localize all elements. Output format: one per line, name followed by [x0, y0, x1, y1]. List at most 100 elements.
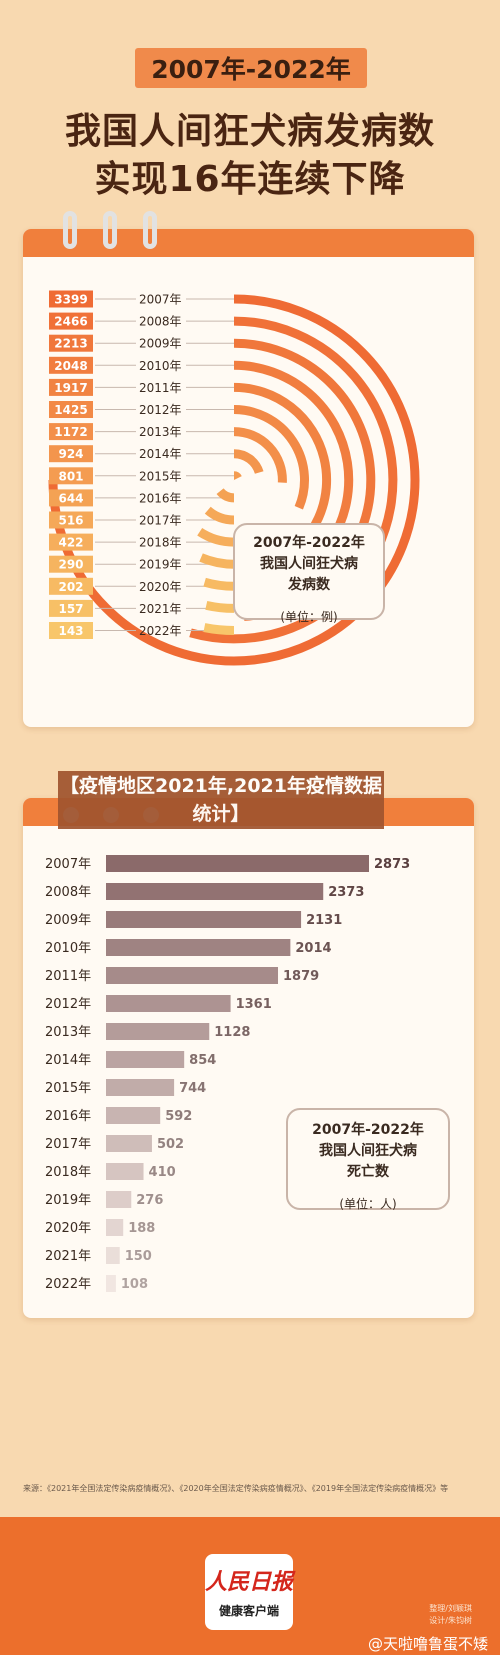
deaths-bar	[106, 855, 369, 872]
deaths-bar	[106, 911, 302, 928]
incidence-arc	[216, 488, 235, 503]
incidence-value-label: 1172	[54, 425, 87, 439]
deaths-year-label: 2008年	[45, 885, 91, 900]
deaths-bar	[106, 967, 279, 984]
deaths-value-label: 188	[128, 1221, 155, 1236]
deaths-year-label: 2019年	[45, 1193, 91, 1208]
incidence-value-box	[49, 401, 93, 418]
deaths-year-label: 2007年	[45, 857, 91, 872]
legend-unit: (单位：例)	[280, 610, 338, 624]
deaths-year-label: 2021年	[45, 1249, 91, 1264]
incidence-year-label: 2016年	[139, 491, 182, 505]
incidence-value-box	[49, 622, 93, 639]
incidence-value-box	[49, 378, 93, 396]
incidence-value-label: 516	[58, 514, 83, 528]
incidence-value-label: 1425	[54, 403, 87, 417]
incidence-value-box	[49, 555, 93, 573]
logo-main-text: 人民日报	[205, 1569, 294, 1595]
overlay-tag-line2: 统计】	[192, 803, 250, 825]
incidence-arc	[233, 405, 309, 510]
incidence-arc	[205, 600, 235, 613]
deaths-bar-chart: 2007年 2873 2008年 2373 2009年 2131 2010年 2014 2011…	[45, 855, 410, 1292]
deaths-value-label: 502	[157, 1137, 184, 1152]
incidence-value-box	[49, 489, 93, 507]
deaths-year-label: 2010年	[45, 941, 91, 956]
deaths-bar	[106, 1247, 120, 1264]
deaths-bar	[106, 1023, 210, 1040]
deaths-bar	[106, 1079, 175, 1096]
incidence-year-label: 2020年	[139, 580, 182, 594]
incidence-value-box	[49, 334, 93, 352]
deaths-value-label: 2873	[374, 857, 410, 872]
incidence-value-label: 2213	[54, 337, 87, 351]
deaths-value-label: 1879	[283, 969, 319, 984]
publisher-logo: 人民日报 健康客户端	[205, 1554, 293, 1630]
footer: 人民日报 健康客户端 整理/刘颖琪 设计/朱钧树 @天啦噜鲁蛋不矮	[0, 1517, 500, 1655]
incidence-value-box	[49, 312, 93, 330]
incidence-year-label: 2010年	[139, 359, 182, 373]
deaths-value-label: 2131	[306, 913, 342, 928]
deaths-bar	[106, 1219, 124, 1236]
incidence-arc	[233, 449, 264, 475]
incidence-value-box	[49, 445, 93, 463]
deaths-value-label: 150	[125, 1249, 152, 1264]
incidence-value-label: 157	[58, 602, 83, 616]
source-note: 来源：《2021年全国法定传染病疫情概况》、《2020年全国法定传染病疫情概况》…	[23, 1484, 449, 1493]
incidence-value-label: 2466	[54, 315, 87, 329]
deaths-value-label: 592	[165, 1109, 192, 1124]
incidence-year-label: 2019年	[139, 558, 182, 572]
deaths-year-label: 2022年	[45, 1277, 91, 1292]
overlay-tag: 【疫情地区2021年,2021年疫情数据 统计】	[58, 771, 384, 829]
deaths-value-label: 276	[136, 1193, 163, 1208]
deaths-value-label: 1128	[214, 1025, 250, 1040]
legend-line2: 我国人间狂犬病	[260, 556, 358, 572]
incidence-arc	[203, 577, 235, 591]
incidence-arc	[189, 316, 398, 644]
incidence-value-box	[49, 356, 93, 374]
logo-sub-text: 健康客户端	[218, 1604, 279, 1618]
deaths-year-label: 2014年	[45, 1053, 91, 1068]
incidence-value-box	[49, 533, 93, 551]
credits: 整理/刘颖琪 设计/朱钧树	[429, 1603, 472, 1627]
incidence-value-box	[49, 423, 93, 441]
incidence-arc	[199, 553, 235, 569]
deaths-bar	[106, 1191, 132, 1208]
incidence-year-label: 2012年	[139, 403, 182, 417]
incidence-value-label: 801	[58, 469, 83, 483]
deaths-bar	[106, 1163, 144, 1180]
incidence-year-label: 2011年	[139, 381, 182, 395]
incidence-year-label: 2009年	[139, 337, 182, 351]
incidence-year-label: 2008年	[139, 315, 182, 329]
overlay-tag-line1: 【疫情地区2021年,2021年疫情数据	[60, 775, 382, 797]
credit-editor: 整理/刘颖琪	[429, 1604, 472, 1613]
incidence-value-label: 3399	[54, 293, 87, 307]
incidence-year-label: 2022年	[139, 624, 182, 638]
incidence-year-label: 2013年	[139, 425, 182, 439]
deaths-year-label: 2009年	[45, 913, 91, 928]
legend-line2: 我国人间狂犬病	[319, 1143, 417, 1159]
incidence-value-label: 644	[58, 491, 83, 505]
incidence-year-label: 2015年	[139, 469, 182, 483]
incidence-legend-box: 2007年-2022年 我国人间狂犬病 发病数 (单位：例)	[233, 523, 385, 624]
deaths-year-label: 2011年	[45, 969, 91, 984]
incidence-value-box	[49, 511, 93, 529]
deaths-year-label: 2018年	[45, 1165, 91, 1180]
deaths-value-label: 2373	[328, 885, 364, 900]
binder-ring	[143, 211, 157, 249]
deaths-bar	[106, 883, 324, 900]
incidence-arc	[233, 427, 287, 483]
incidence-value-label: 924	[58, 447, 83, 461]
incidence-value-label: 202	[58, 580, 83, 594]
deaths-bar	[106, 1275, 116, 1292]
watermark: @天啦噜鲁蛋不矮	[367, 1635, 488, 1653]
incidence-year-label: 2014年	[139, 447, 182, 461]
deaths-value-label: 108	[121, 1277, 148, 1292]
incidence-value-box	[49, 290, 93, 308]
incidence-year-label: 2007年	[139, 293, 182, 307]
deaths-year-label: 2020年	[45, 1221, 91, 1236]
deaths-year-label: 2012年	[45, 997, 91, 1012]
incidence-value-label: 422	[58, 536, 83, 550]
incidence-year-label: 2018年	[139, 536, 182, 550]
credit-designer: 设计/朱钧树	[429, 1616, 472, 1625]
